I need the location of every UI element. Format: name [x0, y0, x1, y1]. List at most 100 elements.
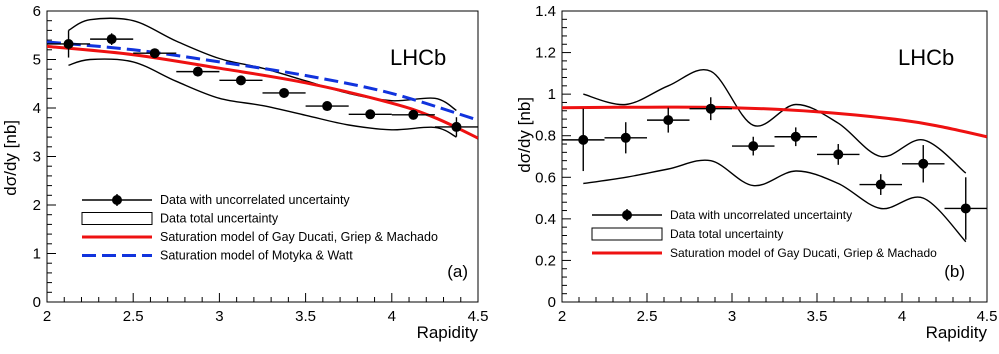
x-tick-label: 4 — [388, 308, 396, 325]
x-tick-label: 4 — [898, 308, 906, 325]
x-tick-label: 3.5 — [295, 308, 316, 325]
data-point-marker — [705, 103, 716, 114]
x-tick-label: 4.5 — [977, 308, 998, 325]
panel-label: (b) — [944, 262, 965, 281]
legend-label: Saturation model of Gay Ducati, Griep & … — [670, 246, 937, 260]
total-uncertainty-lower — [583, 159, 967, 243]
y-tick-label: 1 — [548, 86, 556, 103]
data-point — [732, 136, 775, 156]
panel-b: 2 2.5 3 3.5 4 4.5 0 0.2 0.4 0.6 0.8 1 1.2 1.4 Rapidity… — [515, 3, 997, 342]
y-axis-title: dσ/dy [nb] — [515, 97, 534, 173]
legend-data-marker — [112, 195, 122, 205]
legend-label: Saturation model of Gay Ducati, Griep & … — [160, 230, 438, 244]
data-point-marker — [408, 109, 419, 120]
y-tick-label: 0 — [33, 294, 41, 311]
y-tick-label: 0.8 — [535, 128, 556, 145]
data-point-marker — [279, 87, 290, 98]
data-point-marker — [451, 121, 462, 132]
gay-ducati-curve — [47, 44, 478, 140]
panel-label: (a) — [447, 262, 468, 281]
legend-data-marker — [622, 210, 632, 220]
legend-label: Data with uncorrelated uncertainty — [160, 193, 350, 207]
data-point — [176, 66, 220, 77]
y-tick-label: 0.4 — [535, 211, 556, 228]
data-point — [774, 127, 817, 147]
data-point — [133, 48, 177, 59]
lhcb-watermark: LHCb — [898, 45, 954, 70]
data-point — [902, 145, 945, 183]
data-point-marker — [149, 48, 160, 59]
x-tick-label: 2 — [43, 308, 51, 325]
y-tick-label: 1.2 — [535, 45, 556, 62]
total-uncertainty-lower — [68, 58, 457, 138]
data-point — [305, 101, 349, 112]
y-tick-label: 0 — [548, 294, 556, 311]
legend-band-box — [591, 227, 663, 241]
total-uncertainty-upper — [68, 17, 457, 112]
data-point-marker — [365, 109, 376, 120]
y-tick-label: 1.4 — [535, 3, 556, 20]
legend: Data with uncorrelated uncertainty Data t… — [81, 193, 438, 263]
data-point-marker — [63, 38, 74, 49]
x-tick-label: 3.5 — [807, 308, 828, 325]
data-point-marker — [960, 203, 971, 214]
x-tick-label: 2 — [558, 308, 566, 325]
data-point — [689, 97, 732, 121]
data-point — [348, 109, 392, 120]
data-point-marker — [790, 131, 801, 142]
x-axis-title: Rapidity — [926, 323, 988, 342]
data-point-marker — [235, 75, 246, 86]
data-point — [47, 30, 91, 58]
data-point — [219, 75, 263, 86]
y-tick-label: 5 — [33, 52, 41, 69]
data-point — [391, 109, 435, 120]
panel-a: 2 2.5 3 3.5 4 4.5 0 1 2 3 4 5 6 Rapidity dσ/dy [nb] LHC… — [1, 3, 488, 342]
data-point — [944, 177, 987, 240]
data-point-marker — [106, 34, 117, 45]
data-point — [817, 144, 860, 165]
data-point — [90, 33, 134, 45]
gay-ducati-curve — [562, 105, 987, 139]
y-axis-title: dσ/dy [nb] — [1, 120, 20, 196]
plot-area — [562, 69, 987, 243]
data-point — [434, 117, 478, 137]
legend-label: Saturation model of Motyka & Watt — [160, 249, 353, 263]
data-point — [859, 174, 902, 195]
y-tick-label: 4 — [33, 100, 41, 117]
data-point — [262, 87, 306, 98]
legend-band-box — [81, 212, 153, 225]
data-point-marker — [322, 101, 333, 112]
data-point-marker — [833, 149, 844, 160]
data-point-marker — [192, 66, 203, 77]
x-tick-label: 2.5 — [637, 308, 658, 325]
x-tick-label: 3 — [215, 308, 223, 325]
y-tick-label: 3 — [33, 149, 41, 166]
legend: Data with uncorrelated uncertainty Data t… — [591, 208, 937, 260]
plot-frame — [561, 10, 988, 303]
x-tick-label: 2.5 — [123, 308, 144, 325]
legend-label: Data total uncertainty — [670, 227, 783, 241]
x-tick-label: 3 — [728, 308, 736, 325]
y-tick-label: 2 — [33, 197, 41, 214]
total-uncertainty-upper — [583, 69, 967, 174]
data-point-marker — [875, 179, 886, 190]
data-point-marker — [663, 115, 674, 126]
lhcb-watermark: LHCb — [390, 45, 446, 70]
y-tick-label: 0.2 — [535, 252, 556, 269]
data-point — [604, 122, 647, 154]
y-tick-label: 0.6 — [535, 169, 556, 186]
data-point — [562, 108, 605, 172]
data-point-marker — [578, 134, 589, 145]
plot-area — [47, 17, 478, 140]
x-tick-label: 4.5 — [468, 308, 489, 325]
y-tick-label: 6 — [33, 3, 41, 20]
data-point-marker — [748, 141, 759, 152]
data-point — [647, 107, 690, 133]
legend-label: Data total uncertainty — [160, 212, 279, 226]
data-point-marker — [918, 158, 929, 169]
y-tick-label: 1 — [33, 246, 41, 263]
legend-label: Data with uncorrelated uncertainty — [670, 208, 852, 222]
x-axis-title: Rapidity — [417, 323, 479, 342]
